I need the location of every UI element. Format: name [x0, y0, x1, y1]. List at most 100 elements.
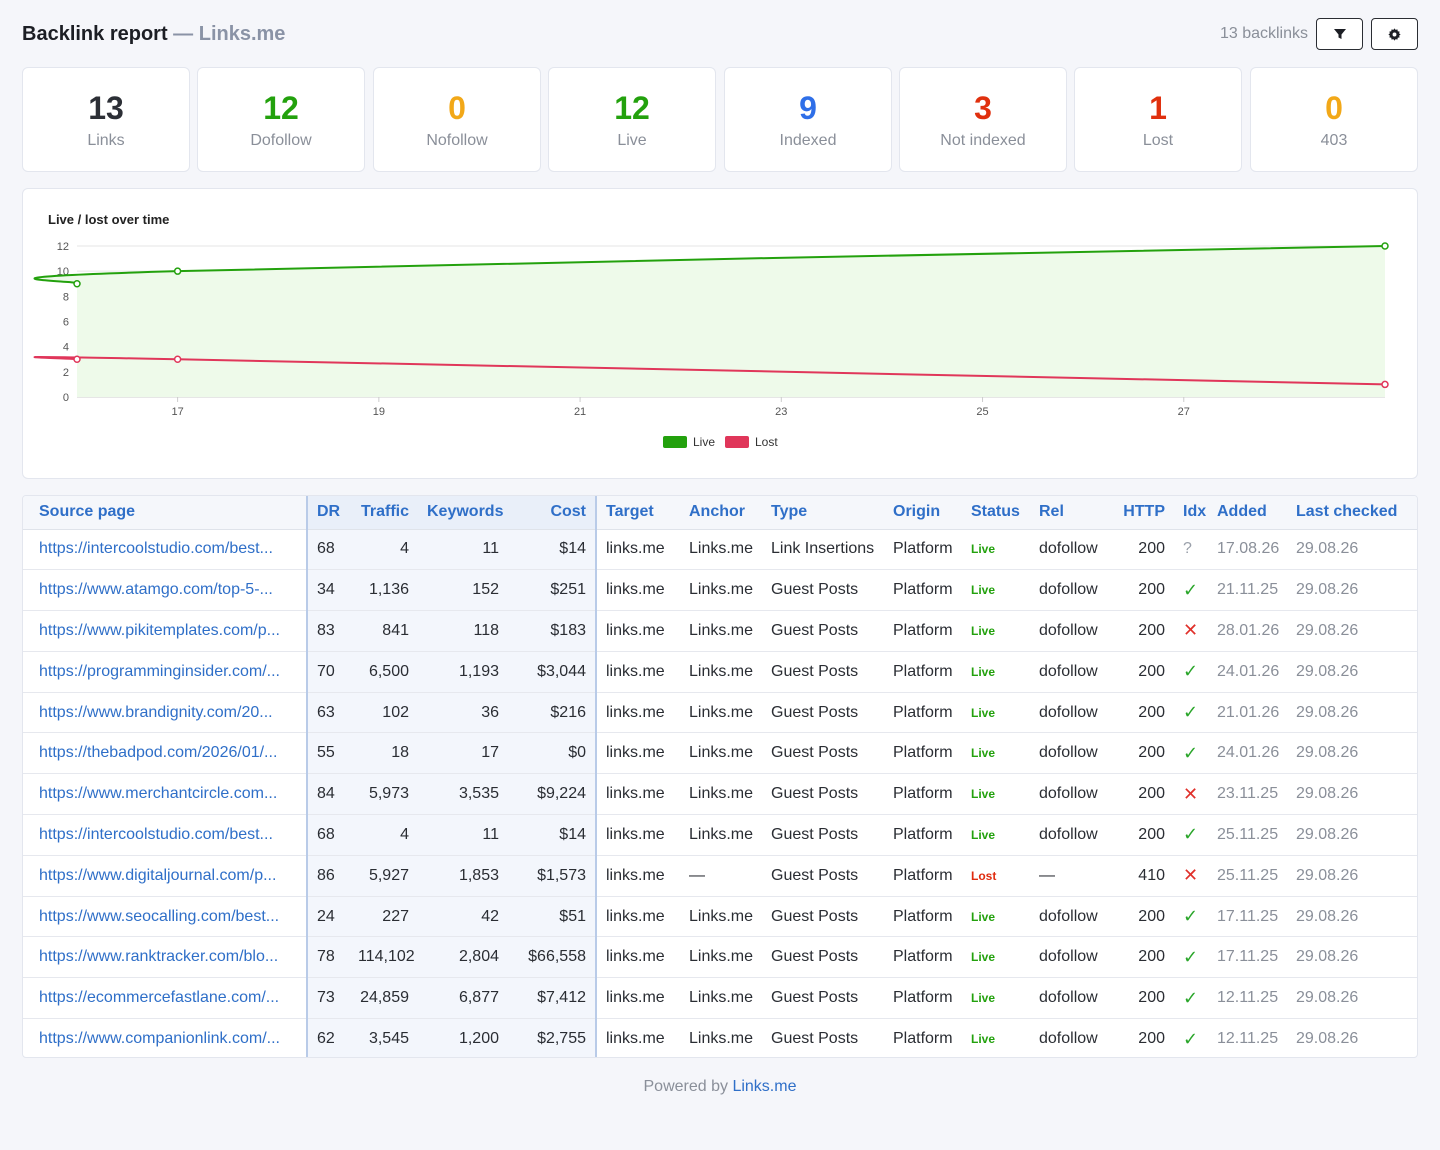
cell-added: 25.11.25 — [1208, 814, 1287, 856]
cell-origin: Platform — [884, 732, 962, 775]
cell-http: 200 — [1104, 773, 1174, 816]
cell-type: Guest Posts — [771, 1030, 859, 1048]
cell-anchor: Links.me — [680, 651, 762, 693]
cell-rel: dofollow — [1030, 569, 1104, 612]
table-row: https://intercoolstudio.com/best... 68 4 11… — [23, 529, 1417, 571]
stat-label: Indexed — [779, 132, 837, 149]
stat-card: 0 403 — [1250, 67, 1418, 172]
column-header-cost[interactable]: Cost — [508, 496, 597, 530]
cell-source[interactable]: https://programminginsider.com/... — [23, 651, 307, 693]
cell-source[interactable]: https://www.companionlink.com/... — [39, 1030, 280, 1048]
cell-dr: 62 — [306, 1018, 349, 1057]
cell-status: Live — [962, 610, 1030, 652]
column-header-origin[interactable]: Origin — [884, 496, 962, 530]
cell-keywords: 118 — [418, 610, 508, 652]
cell-source[interactable]: https://www.pikitemplates.com/p... — [23, 610, 307, 652]
cell-keywords: 11 — [418, 814, 508, 856]
cell-anchor: Links.me — [680, 814, 762, 856]
cell-source[interactable]: https://ecommercefastlane.com/... — [23, 977, 307, 1020]
stat-card: 12 Live — [548, 67, 716, 172]
stat-value: 12 — [263, 90, 299, 126]
cell-dr: 83 — [306, 610, 349, 652]
cell-traffic: 4 — [349, 814, 418, 856]
footer-prefix: Powered by — [643, 1078, 729, 1095]
filter-button[interactable] — [1316, 18, 1363, 50]
cell-keywords: 11 — [418, 529, 508, 571]
cell-traffic: 3,545 — [349, 1018, 418, 1057]
cell-http: 200 — [1104, 814, 1174, 856]
legend-swatch-lost — [725, 436, 749, 448]
cell-source[interactable]: https://www.merchantcircle.com... — [23, 773, 307, 816]
cell-added: 24.01.26 — [1208, 651, 1287, 693]
cell-traffic: 102 — [349, 692, 418, 734]
cell-origin: Platform — [884, 610, 962, 652]
column-header-idx[interactable]: Idx — [1174, 496, 1208, 530]
cell-target: links.me — [596, 977, 680, 1020]
column-header-keywords[interactable]: Keywords — [418, 496, 508, 530]
cell-dr: 34 — [306, 569, 349, 612]
cell-traffic: 841 — [349, 610, 418, 652]
page-title: Backlink report — Links.me — [22, 23, 285, 46]
cell-source[interactable]: https://intercoolstudio.com/best... — [23, 814, 307, 856]
stat-value: 9 — [799, 90, 817, 126]
cell-keywords: 1,200 — [418, 1018, 508, 1057]
cell-anchor: Links.me — [680, 692, 762, 734]
column-header-target[interactable]: Target — [596, 496, 680, 530]
y-tick-label: 6 — [63, 317, 69, 329]
table-row: https://intercoolstudio.com/best... 68 4 11… — [23, 814, 1417, 856]
column-header-traffic[interactable]: Traffic — [349, 496, 418, 530]
x-tick-label: 23 — [775, 406, 787, 418]
cell-source[interactable]: https://thebadpod.com/2026/01/... — [23, 732, 307, 775]
stat-label: 403 — [1320, 132, 1348, 149]
cell-status: Lost — [962, 855, 1030, 897]
cell-status: Live — [962, 529, 1030, 571]
stat-label: Lost — [1142, 132, 1174, 149]
cell-type: Link Insertions — [762, 529, 884, 571]
table-header-row: Source page DR Traffic Keywords Cost Target An… — [23, 496, 1417, 530]
cell-keywords: 36 — [418, 692, 508, 734]
backlinks-table-panel: Source page DR Traffic Keywords Cost Target An… — [22, 495, 1418, 1058]
cell-origin: Platform — [884, 529, 962, 571]
column-header-http[interactable]: HTTP — [1104, 496, 1174, 530]
column-header-checked[interactable]: Last checked — [1287, 496, 1417, 530]
cell-source[interactable]: https://www.seocalling.com/best... — [23, 896, 307, 938]
cell-http: 200 — [1104, 896, 1174, 938]
x-tick-label: 27 — [1178, 406, 1190, 418]
column-header-source[interactable]: Source page — [23, 496, 307, 530]
column-header-status[interactable]: Status — [962, 496, 1030, 530]
cell-keywords: 42 — [418, 896, 508, 938]
cell-idx: ✕ — [1174, 773, 1208, 816]
cell-source[interactable]: https://www.digitaljournal.com/p... — [23, 855, 307, 897]
cell-origin: Platform — [884, 814, 962, 856]
status-badge: Live — [971, 787, 996, 802]
page-title-brand: Links.me — [198, 23, 286, 45]
cell-anchor: — — [680, 855, 762, 897]
cell-keywords: 3,535 — [418, 773, 508, 816]
cell-cost: $2,755 — [508, 1018, 597, 1057]
cell-type: Guest Posts — [762, 936, 884, 979]
cell-source[interactable]: https://www.brandignity.com/20... — [23, 692, 307, 734]
settings-button[interactable] — [1371, 18, 1418, 50]
footer-link[interactable]: Links.me — [732, 1078, 797, 1095]
cell-traffic: 24,859 — [349, 977, 418, 1020]
table-row: https://www.seocalling.com/best... 24 227 4… — [23, 896, 1417, 938]
column-header-type[interactable]: Type — [762, 496, 884, 530]
cell-source[interactable]: https://www.atamgo.com/top-5-... — [23, 569, 307, 612]
column-header-anchor[interactable]: Anchor — [680, 496, 762, 530]
cell-source[interactable]: https://www.ranktracker.com/blo... — [23, 936, 307, 979]
cell-traffic: 5,973 — [349, 773, 418, 816]
cell-added: 17.11.25 — [1208, 896, 1287, 938]
legend-label-live: Live — [693, 435, 715, 449]
cell-added: 21.11.25 — [1208, 569, 1287, 612]
cell-added: 21.01.26 — [1208, 692, 1287, 734]
column-header-dr[interactable]: DR — [306, 496, 349, 530]
cell-http: 410 — [1104, 855, 1174, 897]
cell-target: links.me — [596, 936, 680, 979]
cell-source[interactable]: https://intercoolstudio.com/best... — [23, 529, 307, 571]
table-row: https://programminginsider.com/... 70 6,50… — [23, 651, 1417, 693]
cell-added: 25.11.25 — [1208, 855, 1287, 897]
cell-added: 28.01.26 — [1208, 610, 1287, 652]
check-icon: ✓ — [1183, 702, 1199, 723]
column-header-added[interactable]: Added — [1208, 496, 1287, 530]
column-header-rel[interactable]: Rel — [1030, 496, 1104, 530]
